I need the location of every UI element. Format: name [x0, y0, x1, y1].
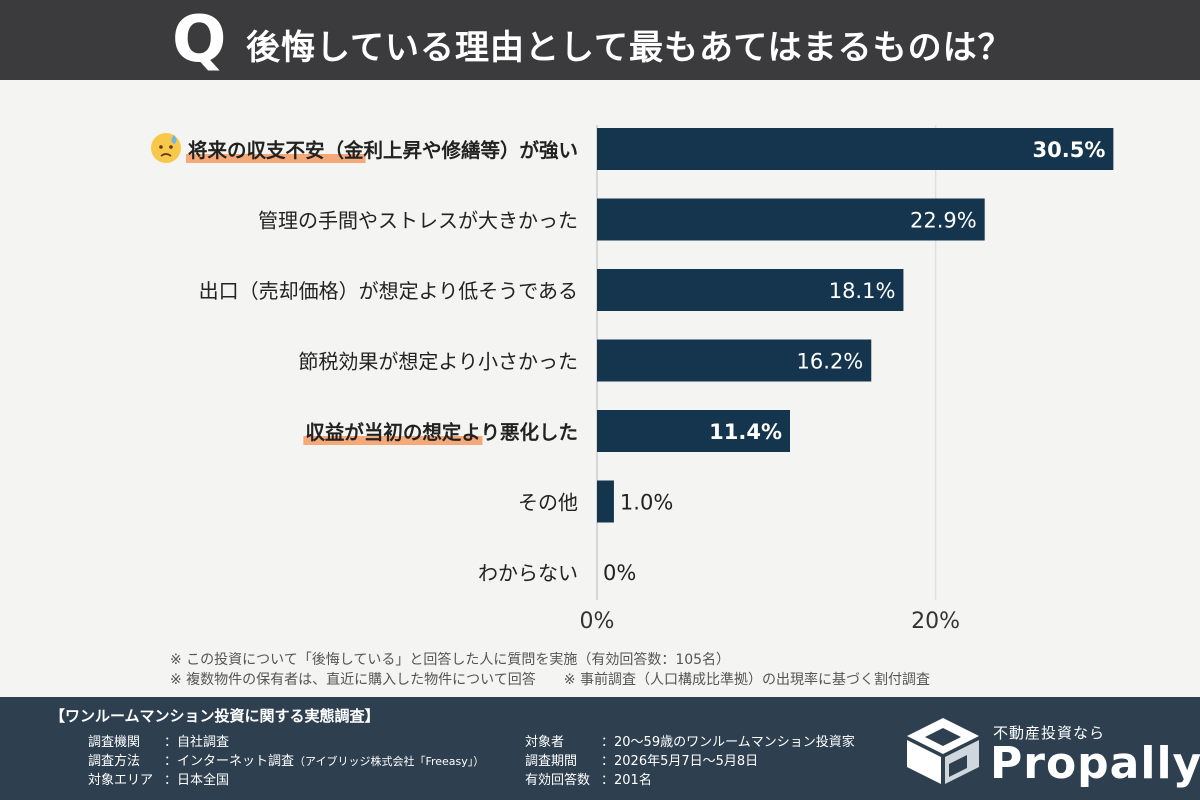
- info-key: 対象エリア: [88, 773, 154, 788]
- category-label: 収益が当初の想定より悪化した: [305, 421, 578, 444]
- data-label: 16.2%: [797, 350, 864, 374]
- info-note: （アイブリッジ株式会社「Freeasy」）: [294, 755, 485, 768]
- info-value: ：201名: [601, 773, 652, 788]
- worried-face-icon: [150, 133, 181, 163]
- survey-info-right: 対象者 ：20～59歳のワンルームマンション投資家 調査期間 ：2026年5月7日～…: [525, 733, 855, 790]
- info-row: 調査方法 ：インターネット調査 （アイブリッジ株式会社「Freeasy」）: [88, 752, 484, 771]
- info-row: 調査期間 ：2026年5月7日～5月8日: [525, 752, 855, 771]
- x-tick-label: 20%: [911, 609, 960, 634]
- bar: [597, 339, 872, 382]
- propally-logo-icon: [907, 718, 979, 784]
- bar: [597, 269, 904, 311]
- label-highlight: [185, 154, 366, 163]
- bar: [597, 480, 614, 523]
- info-value: ：インターネット調査: [164, 754, 295, 769]
- note-line-2b: ※ 事前調査（人口構成比準拠）の出現率に基づく割付調査: [563, 672, 930, 688]
- label-highlight: [303, 436, 483, 445]
- header-bar: Q 後悔している理由として最もあてはまるものは？: [0, 0, 1200, 80]
- info-key: 対象者: [525, 735, 565, 750]
- category-label: 出口（売却価格）が想定より低そうである: [199, 279, 578, 303]
- question-title: 後悔している理由として最もあてはまるものは？: [246, 28, 1013, 68]
- note-line-2: ※ 複数物件の保有者は、直近に購入した物件について回答 ※ 事前調査（人口構成比準…: [170, 670, 930, 690]
- note-line-1: ※ この投資について「後悔している」と回答した人に質問を実施（有効回答数：105…: [170, 652, 731, 668]
- category-label: 将来の収支不安（金利上昇や修繕等）が強い: [188, 139, 578, 162]
- data-label: 18.1%: [829, 279, 896, 303]
- info-value: ：20～59歳のワンルームマンション投資家: [601, 735, 855, 750]
- info-value: ：日本全国: [164, 773, 230, 788]
- survey-title: 【ワンルームマンション投資に関する実態調査】: [50, 707, 380, 725]
- info-row: 対象エリア ：日本全国: [88, 771, 484, 790]
- category-label: わからない: [478, 561, 578, 585]
- logo-tagline: 不動産投資なら: [993, 724, 1106, 742]
- data-label: 0%: [603, 561, 636, 585]
- data-label: 11.4%: [709, 420, 782, 444]
- x-tick-label: 0%: [580, 609, 615, 634]
- info-key: 調査方法: [88, 754, 141, 769]
- info-row: 調査機関 ：自社調査: [88, 733, 484, 752]
- info-value: ：自社調査: [164, 735, 230, 750]
- category-label: 節税効果が想定より小さかった: [298, 350, 578, 374]
- bar-chart: 0% 20% 30.5% 将来の収支不安（金利上昇や修繕等）が強い 22.9% 管理の手間…: [150, 125, 1114, 634]
- bar: [597, 128, 1114, 170]
- data-label: 30.5%: [1033, 138, 1106, 162]
- info-row: 対象者 ：20～59歳のワンルームマンション投資家: [525, 733, 855, 752]
- info-key: 調査期間: [525, 754, 578, 769]
- data-label: 1.0%: [620, 491, 673, 515]
- info-key: 調査機関: [88, 735, 141, 750]
- bar: [597, 410, 791, 452]
- info-value: ：2026年5月7日～5月8日: [601, 754, 759, 769]
- footer: 【ワンルームマンション投資に関する実態調査】 調査機関 ：自社調査 調査方法 ：イン…: [0, 697, 1200, 800]
- category-label: 管理の手間やストレスが大きかった: [258, 209, 578, 233]
- category-label: その他: [518, 491, 578, 515]
- q-letter: Q: [172, 3, 227, 77]
- bar: [597, 198, 985, 241]
- logo-name: Propally: [990, 738, 1200, 789]
- note-line-2a: ※ 複数物件の保有者は、直近に購入した物件について回答: [170, 672, 536, 688]
- survey-info-left: 調査機関 ：自社調査 調査方法 ：インターネット調査 （アイブリッジ株式会社「Free…: [88, 733, 484, 790]
- info-row: 有効回答数 ：201名: [525, 771, 855, 790]
- info-key: 有効回答数: [525, 773, 591, 788]
- notes: ※ この投資について「後悔している」と回答した人に質問を実施（有効回答数：105…: [170, 650, 930, 690]
- data-label: 22.9%: [910, 209, 977, 233]
